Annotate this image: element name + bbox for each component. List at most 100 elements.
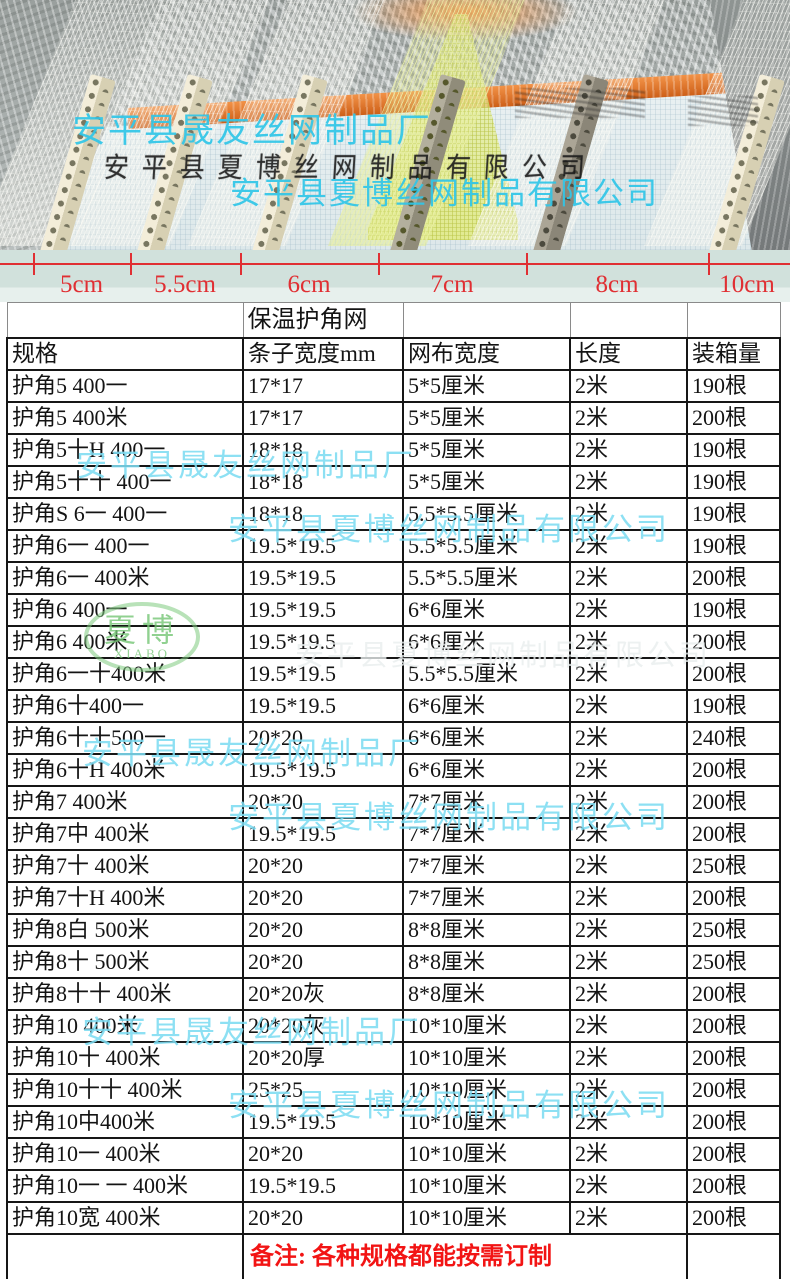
table-cell: 2米 [569,881,688,915]
table-cell: 2米 [569,1073,688,1107]
table-cell: 2米 [569,849,688,883]
title-spacer-cell [6,302,244,339]
table-cell: 200根 [686,817,781,851]
table-cell: 7*7厘米 [402,849,571,883]
table-row: 护角S 6一 400一 18*18 5.5*5.5厘米 2米 190根 [6,497,781,531]
table-title: 保温护角网 [242,302,404,339]
table-cell: 7*7厘米 [402,785,571,819]
table-cell: 250根 [686,913,781,947]
table-cell: 200根 [686,1009,781,1043]
table-cell: 2米 [569,817,688,851]
custom-order-note: 备注: 各种规格都能按需订制 [243,1234,688,1279]
table-row: 护角10十 400米 20*20厚 10*10厘米 2米 200根 [6,1041,781,1075]
ruler-tick [526,253,528,275]
table-cell: 20*20灰 [242,1009,404,1043]
size-ruler: 5cm 5.5cm 6cm 7cm 8cm 10cm [0,250,790,302]
ruler-tick [130,253,132,275]
table-row: 护角7 400米 20*20 7*7厘米 2米 200根 [6,785,781,819]
stamp-mark [515,88,645,118]
table-cell: 护角5十H 400一 [6,433,244,467]
table-cell: 7*7厘米 [402,881,571,915]
table-cell: 2米 [569,1105,688,1139]
table-cell: 护角7十 400米 [6,849,244,883]
table-cell: 10*10厘米 [402,1169,571,1203]
table-cell: 6*6厘米 [402,625,571,659]
table-cell: 200根 [686,881,781,915]
table-cell: 2米 [569,529,688,563]
table-cell: 8*8厘米 [402,945,571,979]
table-cell: 18*18 [242,433,404,467]
table-row: 护角10一 一 400米 19.5*19.5 10*10厘米 2米 200根 [6,1169,781,1203]
table-cell: 2米 [569,401,688,435]
table-cell: 2米 [569,1201,688,1235]
table-row: 护角5 400米 17*17 5*5厘米 2米 200根 [6,401,781,435]
table-cell: 2米 [569,561,688,595]
table-cell: 8*8厘米 [402,977,571,1011]
ruler-label: 8cm [595,271,639,298]
table-cell: 19.5*19.5 [242,1105,404,1139]
ruler-tick [708,253,710,275]
table-cell: 2米 [569,913,688,947]
header-length: 长度 [569,337,688,371]
table-cell: 5*5厘米 [402,401,571,435]
ruler-label: 5.5cm [154,271,216,298]
table-cell: 20*20厚 [242,1041,404,1075]
spec-table-section: 保温护角网 规格 条子宽度mm 网布宽度 长度 装箱量 护角5 400一 17*1… [0,302,790,1279]
table-row: 护角8十十 400米 20*20灰 8*8厘米 2米 200根 [6,977,781,1011]
table-cell: 护角6一 400一 [6,529,244,563]
table-cell: 护角8十十 400米 [6,977,244,1011]
table-row: 护角10 400米 20*20灰 10*10厘米 2米 200根 [6,1009,781,1043]
table-cell: 20*20 [242,1201,404,1235]
table-cell: 护角6十十500一 [6,721,244,755]
table-row: 护角6 400米 19.5*19.5 6*6厘米 2米 200根 [6,625,781,659]
table-cell: 护角10一 400米 [6,1137,244,1171]
table-cell: 17*17 [242,401,404,435]
table-cell: 19.5*19.5 [242,657,404,691]
table-cell: 200根 [686,1105,781,1139]
table-cell: 护角10中400米 [6,1105,244,1139]
table-cell: 2米 [569,977,688,1011]
table-cell: 190根 [686,465,781,499]
watermark-text: 安平县夏博丝网制品有限公司 [230,176,659,211]
spec-table-body: 护角5 400一 17*17 5*5厘米 2米 190根 护角5 400米 17*17 5*5… [6,369,781,1235]
table-cell: 护角7十H 400米 [6,881,244,915]
spec-table: 保温护角网 规格 条子宽度mm 网布宽度 长度 装箱量 护角5 400一 17*1… [6,302,781,1279]
table-row: 护角10宽 400米 20*20 10*10厘米 2米 200根 [6,1201,781,1235]
table-cell: 护角6一 400米 [6,561,244,595]
table-cell: 190根 [686,529,781,563]
table-cell: 200根 [686,625,781,659]
table-cell: 2米 [569,945,688,979]
table-cell: 19.5*19.5 [242,753,404,787]
table-cell: 2米 [569,465,688,499]
table-cell: 2米 [569,1009,688,1043]
table-cell: 6*6厘米 [402,753,571,787]
table-row: 护角10一 400米 20*20 10*10厘米 2米 200根 [6,1137,781,1171]
table-cell: 200根 [686,753,781,787]
table-row: 护角6十十500一 20*20 6*6厘米 2米 240根 [6,721,781,755]
table-cell: 20*20 [242,945,404,979]
table-cell: 2米 [569,433,688,467]
table-cell: 2米 [569,1041,688,1075]
table-cell: 护角6十400一 [6,689,244,723]
table-cell: 20*20 [242,1137,404,1171]
title-spacer-cell [686,302,781,339]
table-cell: 18*18 [242,497,404,531]
table-row: 护角5 400一 17*17 5*5厘米 2米 190根 [6,369,781,403]
table-cell: 5*5厘米 [402,433,571,467]
ruler-label: 5cm [59,271,104,298]
table-cell: 19.5*19.5 [242,817,404,851]
table-row: 护角10十十 400米 25*25 10*10厘米 2米 200根 [6,1073,781,1107]
header-mesh-width: 网布宽度 [402,337,571,371]
table-title-row: 保温护角网 [6,302,781,339]
table-cell: 2米 [569,721,688,755]
ruler-label: 6cm [287,271,331,298]
stamp-mark [688,96,758,126]
table-cell: 5.5*5.5厘米 [402,657,571,691]
table-cell: 2米 [569,1169,688,1203]
table-cell: 6*6厘米 [402,689,571,723]
table-cell: 8*8厘米 [402,913,571,947]
table-cell: 10*10厘米 [402,1201,571,1235]
table-cell: 6*6厘米 [402,593,571,627]
table-cell: 200根 [686,561,781,595]
table-cell: 200根 [686,657,781,691]
